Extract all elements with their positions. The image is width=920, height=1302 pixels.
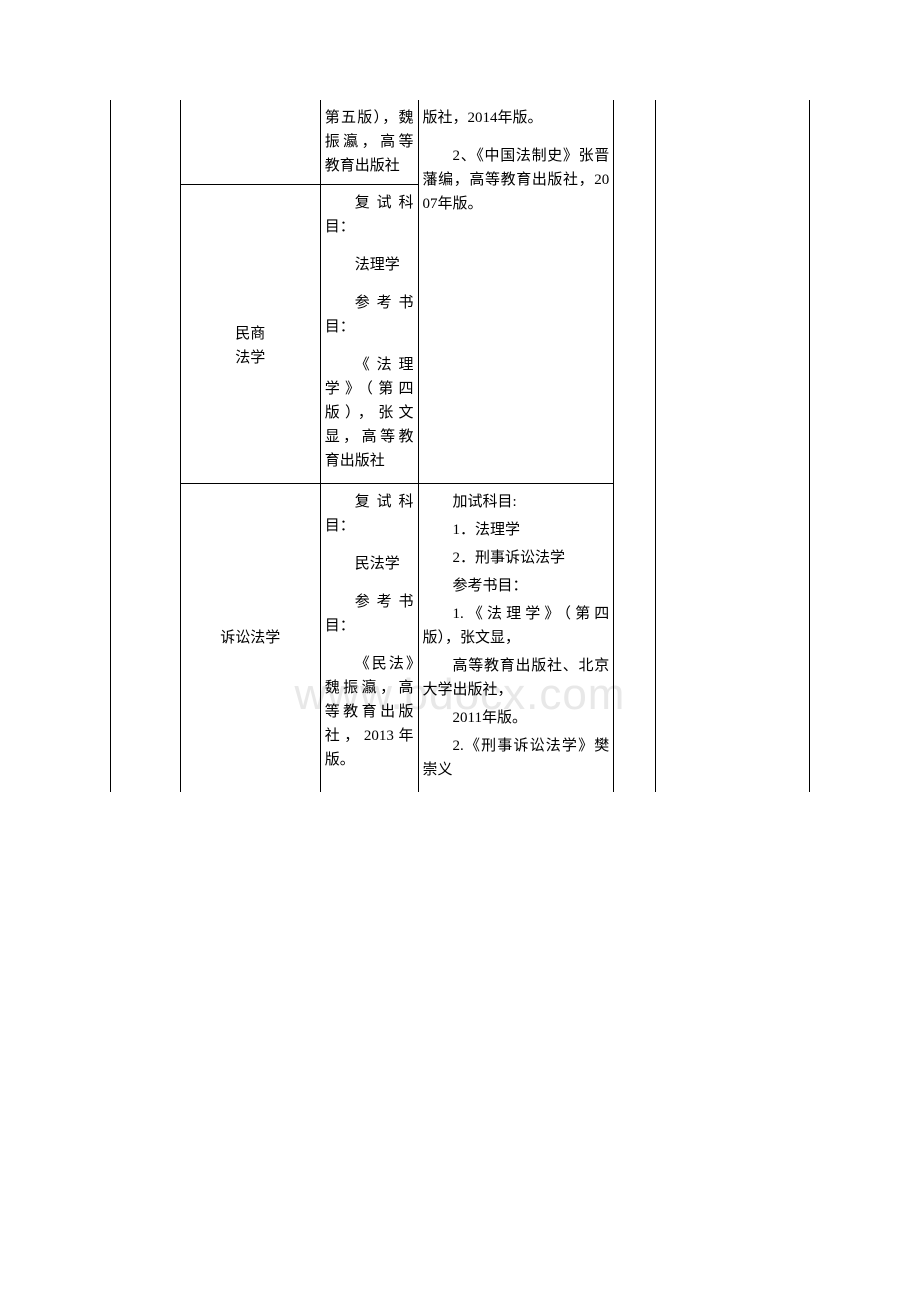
cell-col3: 复试科目： 民法学 参考书目： 《民法》魏振瀛，高等教育出版社，2013年版。 xyxy=(320,484,418,793)
text-content: 2.《刑事诉讼法学》樊崇义 xyxy=(423,734,610,782)
cell-major: 民商 法学 xyxy=(180,185,320,484)
text-content: 《民法》魏振瀛，高等教育出版社，2013年版。 xyxy=(325,652,414,772)
major-name: 诉讼法学 xyxy=(220,630,280,646)
text-content: 复试科目： xyxy=(325,490,414,538)
cell-col4: 加试科目: 1．法理学 2．刑事诉讼法学 参考书目： 1.《法理学》（第四版），… xyxy=(418,484,614,793)
text-content: 1．法理学 xyxy=(423,518,610,542)
cell-col5 xyxy=(614,100,656,792)
cell-col2 xyxy=(180,100,320,185)
cell-col1 xyxy=(111,100,181,792)
text-content: 第五版），魏振瀛，高等教育出版社 xyxy=(325,106,414,178)
cell-col4: 版社，2014年版。 2、《中国法制史》张晋藩编，高等教育出版社，2007年版。 xyxy=(418,100,614,484)
text-content: 2、《中国法制史》张晋藩编，高等教育出版社，2007年版。 xyxy=(423,144,610,216)
cell-major: 诉讼法学 xyxy=(180,484,320,793)
text-content: 法理学 xyxy=(325,253,414,277)
text-content: 2011年版。 xyxy=(423,706,610,730)
text-content: 1.《法理学》（第四版），张文显， xyxy=(423,602,610,650)
text-content: 高等教育出版社、北京大学出版社， xyxy=(423,654,610,702)
cell-col3: 第五版），魏振瀛，高等教育出版社 xyxy=(320,100,418,185)
course-table: 第五版），魏振瀛，高等教育出版社 版社，2014年版。 2、《中国法制史》张晋藩… xyxy=(110,100,810,792)
text-content: 参考书目： xyxy=(325,291,414,339)
text-content: 2．刑事诉讼法学 xyxy=(423,546,610,570)
table-row: 第五版），魏振瀛，高等教育出版社 版社，2014年版。 2、《中国法制史》张晋藩… xyxy=(111,100,810,185)
text-content: 参考书目： xyxy=(423,574,610,598)
text-content: 《法理学》（第四版），张文显，高等教育出版社 xyxy=(325,353,414,473)
content-wrapper: 第五版），魏振瀛，高等教育出版社 版社，2014年版。 2、《中国法制史》张晋藩… xyxy=(110,100,810,792)
cell-col6 xyxy=(656,100,810,792)
text-content: 民法学 xyxy=(325,552,414,576)
text-content: 复试科目： xyxy=(325,191,414,239)
text-content: 版社，2014年版。 xyxy=(423,106,610,130)
text-content: 参考书目： xyxy=(325,590,414,638)
major-name: 民商 法学 xyxy=(235,326,265,366)
cell-col3: 复试科目： 法理学 参考书目： 《法理学》（第四版），张文显，高等教育出版社 xyxy=(320,185,418,484)
text-content: 加试科目: xyxy=(423,490,610,514)
